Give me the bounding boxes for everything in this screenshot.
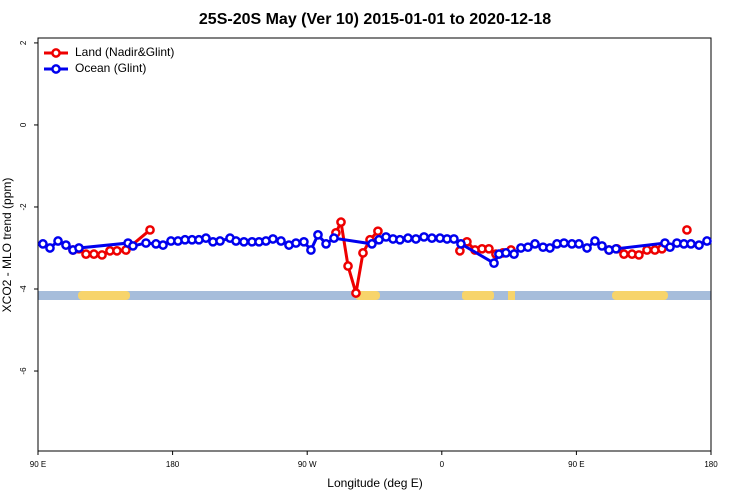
landmass [508, 291, 515, 300]
data-point [329, 233, 339, 243]
data-point [367, 239, 377, 249]
data-point [682, 225, 692, 235]
data-point [634, 250, 644, 260]
data-point [158, 240, 168, 250]
landmass [462, 291, 494, 300]
series-line [334, 217, 380, 294]
land-strip [38, 291, 711, 300]
y-axis-label: XCO2 - MLO trend (ppm) [0, 178, 14, 313]
y-tick-label: 0 [19, 122, 28, 127]
data-point [81, 249, 91, 259]
data-point [145, 225, 155, 235]
data-point [597, 241, 607, 251]
data-point [403, 233, 413, 243]
data-point [231, 236, 241, 246]
x-tick-label: 180 [166, 460, 180, 469]
data-point [611, 243, 621, 254]
y-tick-label: 2 [19, 40, 28, 45]
plot-frame [37, 37, 712, 452]
data-point [686, 239, 696, 249]
data-point [343, 261, 353, 271]
data-point [694, 240, 704, 250]
data-point [702, 236, 712, 246]
data-point [112, 246, 122, 256]
data-point [321, 239, 331, 249]
landmass [612, 291, 668, 300]
data-point [291, 238, 301, 248]
legend-marker [51, 48, 61, 58]
x-tick-label: 90 W [298, 460, 317, 469]
data-point [239, 236, 249, 247]
legend-label: Ocean (Glint) [75, 61, 146, 75]
data-point [268, 234, 278, 244]
data-point [509, 249, 519, 259]
data-point [358, 248, 368, 258]
landmass [78, 291, 130, 300]
x-tick-label: 0 [440, 460, 445, 469]
data-point [128, 241, 138, 251]
data-point [582, 243, 592, 253]
data-point [642, 245, 652, 255]
y-tick-label: -2 [19, 203, 28, 211]
data-point [489, 258, 499, 269]
data-point [61, 240, 71, 250]
data-point [306, 245, 316, 255]
data-point [201, 233, 211, 243]
data-point [530, 239, 540, 249]
data-point [276, 236, 286, 246]
chart-title: 25S-20S May (Ver 10) 2015-01-01 to 2020-… [199, 11, 551, 28]
data-point [427, 233, 437, 243]
x-tick-label: 180 [704, 460, 718, 469]
data-point [97, 250, 107, 260]
data-point [501, 248, 511, 258]
data-point [74, 243, 84, 253]
landmass [355, 291, 380, 300]
x-tick-label: 90 E [30, 460, 46, 469]
data-point [141, 238, 151, 248]
data-point [559, 238, 569, 248]
data-point [395, 234, 405, 245]
data-point [619, 249, 629, 259]
x-axis-label: Longitude (deg E) [327, 476, 422, 490]
data-point [373, 226, 383, 237]
data-point [45, 243, 55, 253]
data-point [89, 249, 99, 259]
data-point [411, 234, 421, 244]
data-point [545, 243, 555, 253]
data-point [665, 242, 675, 253]
y-tick-label: -6 [19, 367, 28, 375]
data-point [590, 236, 600, 246]
x-tick-label: 90 E [568, 460, 584, 469]
data-point [456, 239, 466, 249]
data-point [449, 234, 459, 244]
data-point [351, 288, 361, 298]
data-point [313, 230, 323, 240]
legend-label: Land (Nadir&Glint) [75, 45, 174, 59]
data-point [38, 239, 48, 249]
data-point [419, 232, 429, 242]
data-point [336, 217, 346, 227]
data-point [574, 239, 584, 249]
data-point [215, 236, 225, 246]
legend-marker [51, 64, 61, 74]
y-tick-label: -4 [19, 285, 28, 293]
data-point [53, 236, 63, 246]
data-point [484, 243, 494, 254]
data-point [299, 236, 309, 247]
